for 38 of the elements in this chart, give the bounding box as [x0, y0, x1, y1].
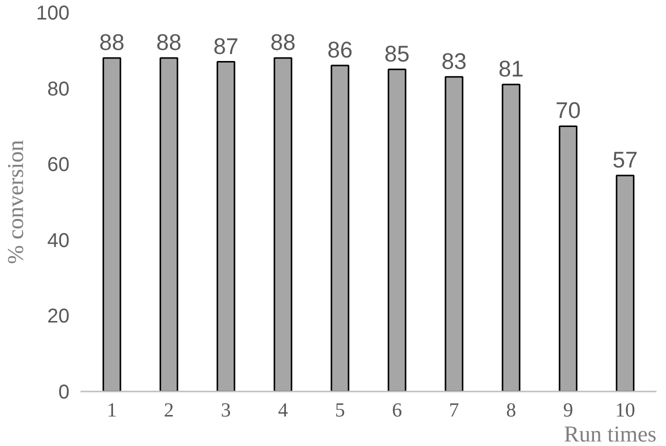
bar	[102, 57, 122, 392]
data-label: 88	[156, 28, 182, 55]
y-tick-label: 60	[47, 154, 70, 176]
bar	[274, 57, 292, 392]
x-tick-label: 6	[392, 400, 402, 422]
bar	[558, 125, 578, 392]
y-axis-title: % conversion	[3, 140, 28, 264]
bar	[330, 64, 350, 392]
y-tick-label: 20	[47, 306, 70, 328]
bar	[388, 68, 406, 392]
data-label: 88	[99, 28, 124, 55]
data-label: 83	[441, 48, 467, 74]
data-label: 85	[384, 40, 410, 66]
data-label: 81	[498, 56, 524, 82]
x-tick-label: 2	[164, 400, 174, 422]
x-tick-label: 7	[449, 400, 460, 422]
bar	[502, 84, 520, 392]
data-label: 86	[327, 36, 353, 63]
x-tick-label: 9	[563, 400, 574, 422]
x-tick-label: 3	[220, 400, 231, 422]
x-tick-label: 5	[334, 400, 345, 422]
x-axis-title: Run times	[564, 422, 657, 446]
x-tick-label: 10	[615, 400, 636, 422]
x-tick-label: 4	[278, 400, 288, 422]
y-tick-label: 40	[47, 230, 70, 252]
bar	[216, 61, 236, 392]
data-label: 57	[612, 146, 638, 172]
bar	[444, 76, 464, 392]
y-tick-label: 100	[36, 2, 70, 24]
x-tick-label: 8	[506, 400, 516, 422]
y-tick-label: 80	[47, 78, 70, 100]
x-tick-label: 1	[106, 400, 117, 422]
bar	[616, 174, 634, 392]
data-label: 70	[556, 97, 581, 124]
data-label: 88	[270, 28, 296, 55]
y-tick-label: 0	[58, 382, 70, 404]
data-label: 87	[213, 32, 239, 59]
bar	[160, 57, 178, 392]
